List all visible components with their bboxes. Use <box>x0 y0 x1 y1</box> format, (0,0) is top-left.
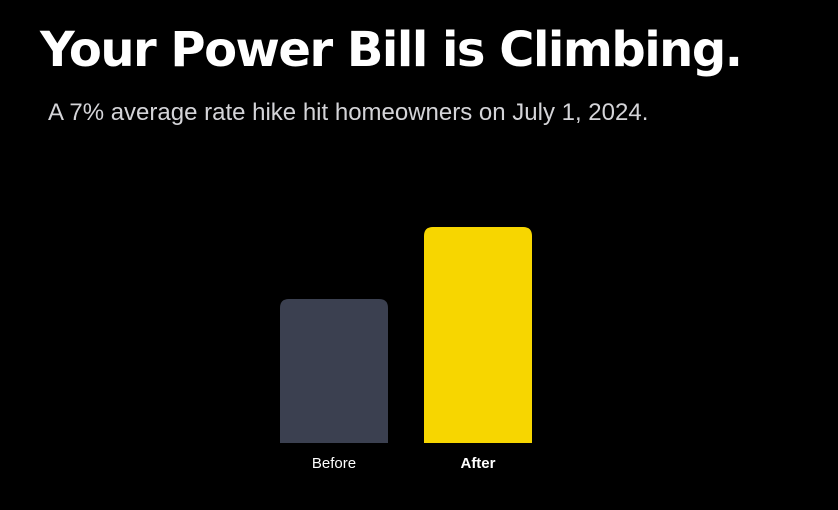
subheadline: A 7% average rate hike hit homeowners on… <box>48 99 649 126</box>
category-label-after: After <box>460 455 495 472</box>
bar-after <box>424 227 532 443</box>
category-label-before: Before <box>312 455 356 472</box>
headline: Your Power Bill is Climbing. <box>40 22 743 78</box>
bar-before <box>280 299 388 443</box>
